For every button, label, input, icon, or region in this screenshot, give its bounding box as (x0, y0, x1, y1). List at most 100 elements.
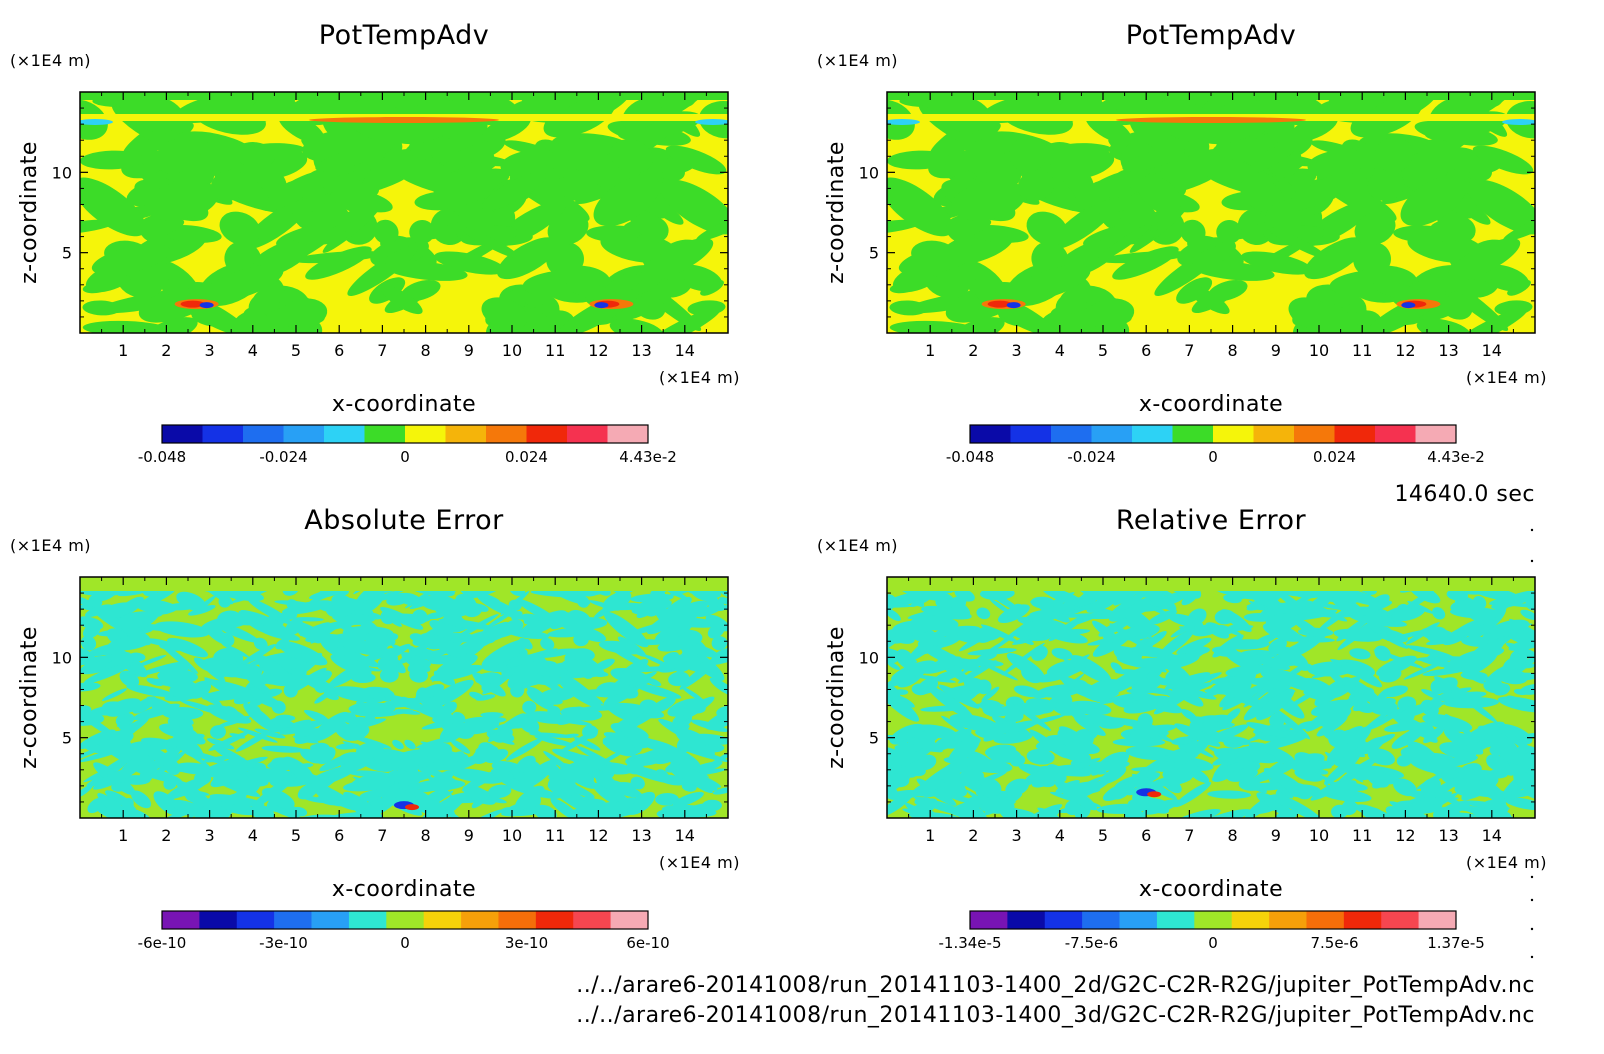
field-band (1273, 588, 1312, 617)
field-band (967, 648, 1017, 656)
field-band (612, 683, 639, 699)
field-band (887, 751, 923, 767)
field-band (1013, 685, 1040, 698)
field-hotspot (1006, 302, 1021, 309)
colorbar-segment (1051, 425, 1092, 443)
field-band (1217, 715, 1232, 725)
field-band (532, 672, 568, 696)
field-band (1477, 725, 1520, 754)
field-band (173, 766, 199, 773)
field-band (299, 763, 314, 768)
field-band (1222, 682, 1268, 711)
field-band (976, 607, 991, 620)
field-band (1341, 729, 1366, 747)
x-tick-label: 8 (1228, 826, 1238, 845)
field-band (210, 169, 248, 202)
colorbar-segment (283, 425, 325, 443)
field-band (430, 137, 456, 164)
field-hotspot (1401, 302, 1416, 309)
field-band (983, 653, 997, 660)
field-band (707, 623, 725, 639)
field-band (121, 798, 134, 810)
field-band (1444, 691, 1458, 702)
chart-title: PotTempAdv (319, 20, 490, 51)
field-hotspot (987, 300, 1012, 308)
colorbar-tick-label: -6e-10 (138, 934, 187, 952)
field-band (91, 244, 171, 276)
field-band (1333, 679, 1380, 700)
x-tick-label: 3 (1012, 826, 1022, 845)
field-band (1244, 588, 1283, 610)
field-band (511, 610, 523, 621)
field-band (356, 742, 384, 759)
field-band (347, 770, 394, 778)
field-band (99, 602, 136, 618)
field-band (1197, 157, 1259, 184)
field-band (657, 635, 701, 652)
field-band (1116, 655, 1149, 668)
field-band (576, 745, 621, 771)
field-band (928, 789, 955, 796)
field-band (1001, 642, 1045, 676)
x-tick-label: 11 (545, 826, 565, 845)
field-band (500, 590, 530, 616)
field-band (1140, 586, 1177, 611)
colorbar-tick-label: 6e-10 (626, 934, 669, 952)
field-band (562, 733, 579, 739)
x-tick-label: 4 (1055, 826, 1065, 845)
field-band (1109, 589, 1150, 616)
field-band (910, 595, 933, 607)
colorbar-segment (1010, 425, 1052, 443)
field-band (319, 604, 335, 612)
field-band (131, 790, 152, 809)
field-band (1400, 175, 1467, 227)
field-band (566, 281, 620, 302)
field-band (1425, 652, 1439, 661)
x-tick-label: 12 (588, 826, 608, 845)
field-band (887, 590, 932, 609)
field-band (1054, 780, 1098, 811)
field-band (154, 621, 210, 638)
field-band (1405, 645, 1454, 659)
field-band (1055, 757, 1101, 777)
x-tick-label: 1 (925, 341, 935, 360)
field-band (1216, 589, 1255, 600)
field-band (1503, 212, 1535, 242)
field-band (889, 282, 917, 294)
field-band (989, 598, 1014, 616)
field-band (534, 735, 575, 747)
field-band (547, 211, 589, 246)
field-band (887, 177, 954, 237)
field-band (473, 603, 489, 612)
field-band (1387, 636, 1403, 645)
colorbar-segment (364, 425, 406, 443)
field-band (404, 739, 416, 750)
field-band (363, 589, 406, 604)
field-band (1389, 801, 1432, 818)
field-band (230, 779, 259, 794)
field-band (568, 136, 606, 173)
field-band (1345, 662, 1383, 688)
chart-title: Relative Error (1116, 505, 1307, 536)
field-band (1086, 298, 1135, 329)
field-band (549, 661, 587, 670)
field-band (988, 721, 1004, 735)
field-band (887, 661, 901, 670)
field-band (392, 739, 404, 750)
field-band (1486, 754, 1505, 771)
x-tick-label: 10 (502, 826, 522, 845)
field-band (107, 636, 151, 651)
field-band (997, 604, 1030, 624)
x-tick-label: 14 (675, 826, 695, 845)
field-band (1373, 281, 1427, 302)
field-band (709, 677, 728, 697)
field-band (355, 716, 376, 727)
field-band (226, 713, 252, 724)
field-band (213, 647, 237, 662)
field-band (279, 298, 328, 329)
field-band (1057, 728, 1080, 748)
field-band (559, 680, 603, 710)
colorbar-segment (1381, 911, 1419, 929)
y-tick-label: 10 (52, 163, 72, 182)
field-band (1367, 170, 1405, 201)
